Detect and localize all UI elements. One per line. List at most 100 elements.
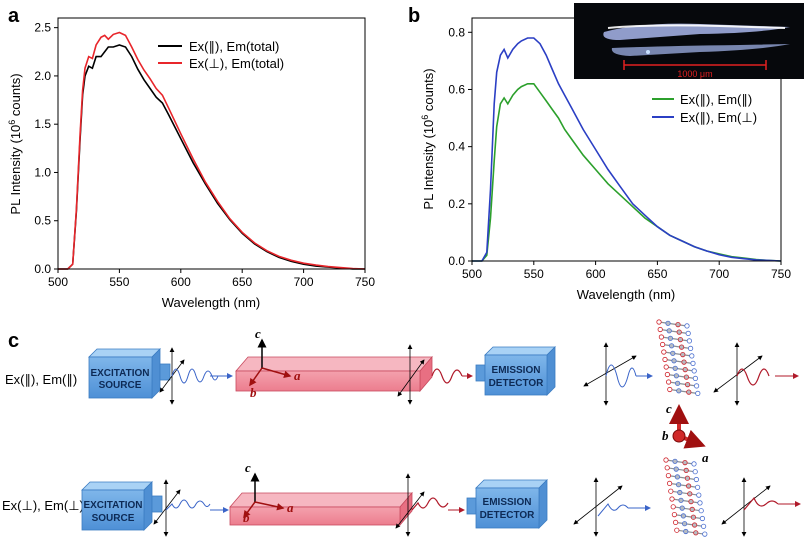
chartA-ytick-label-2: 1.0 <box>34 165 51 179</box>
molecule-bond <box>665 459 695 465</box>
chart-a-ylabel-main: PL Intensity (10 <box>8 125 23 215</box>
chart-b-ylabel-main: PL Intensity (10 <box>421 120 436 210</box>
molecule-bond <box>669 482 698 488</box>
molecule-atom <box>676 329 682 335</box>
molecule-atom <box>691 368 697 374</box>
molecule-atom <box>686 338 693 344</box>
emission-detector-2: EMISSION DETECTOR <box>466 479 548 529</box>
molecule-bond <box>658 321 688 327</box>
molecule-atom <box>665 320 671 326</box>
chartB-xtick-label-0: 500 <box>462 267 482 281</box>
molecule-atom <box>668 343 675 349</box>
molecule-bond <box>667 467 696 473</box>
molecule-atom <box>666 328 672 334</box>
molecule-atom <box>666 480 673 486</box>
axes-icon-c: c <box>666 401 672 416</box>
molecule-atom <box>684 323 690 329</box>
chartB-xtick-label-3: 650 <box>647 267 667 281</box>
chartA-xtick-label-5: 750 <box>355 275 375 289</box>
chart-a-legend: Ex(∥), Em(total) Ex(⊥), Em(total) <box>158 39 284 71</box>
molecule-atom <box>682 366 688 373</box>
row2-label: Ex(⊥), Em(⊥) <box>2 498 84 513</box>
crystal2-axis-b: b <box>243 510 250 525</box>
molecule-atom <box>673 373 680 379</box>
molecule-bond <box>670 490 699 496</box>
axes-icon-a: a <box>702 450 709 465</box>
chartB-ytick-label-2: 0.4 <box>448 140 465 154</box>
molecule-atom <box>688 498 694 505</box>
molecule-atom <box>668 488 674 494</box>
molecule-atom <box>692 375 699 381</box>
molecule-atom <box>693 383 700 389</box>
chart-b-inset-micrograph: 1000 μm <box>574 3 804 79</box>
molecule-atom <box>692 469 698 475</box>
chartB-ytick-label-3: 0.6 <box>448 82 465 96</box>
chartB-ytick-label-4: 0.8 <box>448 25 465 39</box>
chartA-ytick-label-4: 2.0 <box>34 69 51 83</box>
molecule-atom <box>663 364 669 370</box>
molecule-atom <box>657 326 663 333</box>
chart-b-series-group <box>472 37 782 262</box>
chartB-ytick-label-0: 0.0 <box>448 254 465 268</box>
molecule-atom <box>677 489 683 496</box>
crystal1-axis-c: c <box>255 326 261 341</box>
molecule-atom <box>691 522 698 528</box>
molecule-atom <box>658 334 665 340</box>
chart-b-legend: Ex(∥), Em(∥) Ex(∥), Em(⊥) <box>652 92 757 125</box>
chart-b-xlabel: Wavelength (nm) <box>577 287 676 302</box>
molecule-stack-1 <box>656 319 701 396</box>
chartA-xtick-label-0: 500 <box>48 275 68 289</box>
chart-b-legend-label-1: Ex(∥), Em(⊥) <box>680 110 757 125</box>
detector2-line1: EMISSION <box>483 497 532 508</box>
molecule-atom <box>672 365 678 371</box>
molecule-bond <box>674 514 703 520</box>
excitation-source-1: EXCITATION SOURCE <box>88 348 171 399</box>
input-polarization-2 <box>153 479 229 537</box>
molecule-atom <box>678 497 684 503</box>
panel-label-c: c <box>8 330 19 352</box>
source1-line1: EXCITATION <box>90 368 149 379</box>
chartB-series-line-1 <box>472 37 782 262</box>
molecule-bond <box>668 381 697 387</box>
panel-label-a: a <box>8 5 20 27</box>
chartA-xtick-label-3: 650 <box>232 275 252 289</box>
molecule-atom <box>689 506 695 512</box>
chartB-xtick-label-4: 700 <box>709 267 729 281</box>
molecule-atom <box>674 380 681 386</box>
chartB-xtick-label-2: 600 <box>586 267 606 281</box>
detector1-line2: DETECTOR <box>489 378 545 389</box>
chart-a: 500 550 600 650 700 750 0.0 0.5 1.0 1.5 2.0 2.5 Wav… <box>7 17 375 310</box>
input-polarization-1 <box>159 347 233 405</box>
molecule-atom <box>684 475 691 481</box>
molecule-atom <box>674 527 680 533</box>
molecule-atom <box>672 458 678 464</box>
chart-b-ticks: 500 550 600 650 700 750 0.0 0.2 0.4 0.6 0.8 <box>448 25 791 281</box>
chart-b-ylabel: PL Intensity (106 counts) <box>420 68 436 209</box>
molecule-atom <box>693 476 700 483</box>
chartB-xtick-label-1: 550 <box>524 267 544 281</box>
chartA-ytick-label-0: 0.0 <box>34 262 51 276</box>
crystal1-axis-b: b <box>250 385 257 400</box>
source2-line2: SOURCE <box>92 513 135 524</box>
chartA-series-line-1 <box>58 31 366 270</box>
molecule-bond <box>666 366 695 372</box>
molecule-atom <box>670 504 676 510</box>
axes-icon-b: b <box>662 428 669 443</box>
molecule-atom <box>665 379 672 385</box>
molecule-atom <box>672 519 679 526</box>
molecule-atom <box>683 528 689 535</box>
chart-a-ticks: 500 550 600 650 700 750 0.0 0.5 1.0 1.5 2.0 2.5 <box>34 21 375 289</box>
molecule-bond <box>667 373 696 380</box>
chartA-xtick-label-2: 600 <box>171 275 191 289</box>
molecule-bond <box>664 358 694 365</box>
schematic: Ex(∥), Em(∥) EXCITATION SOURCE c a <box>2 319 801 537</box>
molecule-atom <box>675 482 682 488</box>
molecule-bond <box>676 529 705 535</box>
chartA-series-line-0 <box>58 44 365 270</box>
polarization-diagram-1 <box>583 342 799 406</box>
molecule-bond <box>668 475 697 481</box>
molecule-atom <box>697 500 703 506</box>
chartA-ytick-label-3: 1.5 <box>34 117 51 131</box>
molecule-atom <box>674 474 681 480</box>
